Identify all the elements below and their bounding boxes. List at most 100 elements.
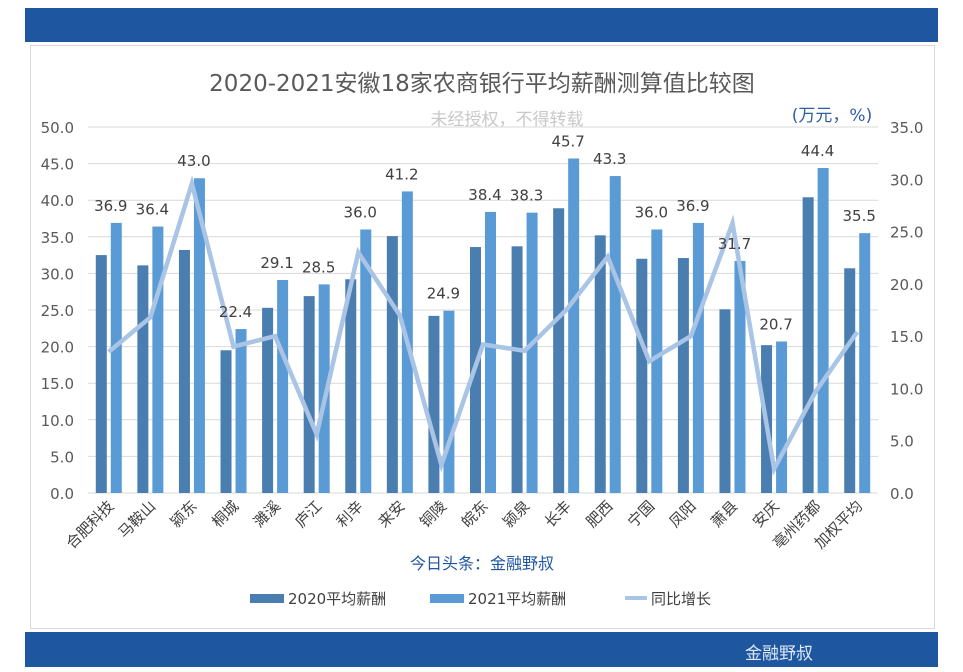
bar-2021 bbox=[277, 279, 289, 493]
watermark: 未经授权，不得转载 bbox=[431, 110, 584, 130]
y-left-tick-label: 50.0 bbox=[41, 119, 74, 137]
bar-2021 bbox=[609, 176, 621, 493]
bar-2021 bbox=[817, 167, 829, 493]
data-label-2021: 36.9 bbox=[94, 197, 127, 215]
x-tick-label: 濉溪 bbox=[250, 497, 284, 531]
legend-swatch bbox=[430, 594, 464, 603]
y-right-tick-label: 10.0 bbox=[890, 380, 923, 398]
bar-2021 bbox=[526, 212, 538, 494]
bar-2021 bbox=[692, 222, 704, 493]
bar-2020 bbox=[844, 268, 856, 493]
x-tick-label: 长丰 bbox=[541, 497, 575, 531]
y-left-tick-label: 45.0 bbox=[41, 156, 74, 174]
bottom-banner: 金融野叔 bbox=[25, 632, 938, 667]
bar-2020 bbox=[345, 279, 357, 493]
y-left-tick-label: 25.0 bbox=[41, 302, 74, 320]
top-banner bbox=[25, 8, 938, 42]
data-label-2021: 28.5 bbox=[302, 258, 335, 276]
x-tick-label: 合肥科技 bbox=[62, 497, 117, 552]
y-left-tick-label: 20.0 bbox=[41, 339, 74, 357]
bar-2021 bbox=[360, 229, 372, 494]
data-label-2021: 38.3 bbox=[510, 187, 543, 205]
bar-2020 bbox=[802, 197, 814, 493]
y-right-tick-label: 20.0 bbox=[890, 276, 923, 294]
y-right-tick-label: 25.0 bbox=[890, 224, 923, 242]
x-tick-label: 皖东 bbox=[458, 497, 492, 531]
data-label-2021: 35.5 bbox=[843, 207, 876, 225]
y-left-tick-label: 40.0 bbox=[41, 192, 74, 210]
source-label: 今日头条：金融野叔 bbox=[410, 554, 554, 573]
bar-2020 bbox=[428, 315, 440, 493]
legend-swatch bbox=[250, 594, 284, 603]
y-left-tick-label: 15.0 bbox=[41, 375, 74, 393]
data-label-2021: 36.0 bbox=[344, 203, 377, 221]
bar-2020 bbox=[262, 307, 274, 493]
legend-label: 2020平均薪酬 bbox=[288, 590, 386, 608]
bar-2021 bbox=[318, 284, 330, 493]
bar-2020 bbox=[594, 235, 606, 493]
data-label-2021: 38.4 bbox=[468, 186, 501, 204]
bar-2021 bbox=[152, 226, 164, 493]
bar-2021 bbox=[443, 310, 455, 493]
y-left-tick-label: 10.0 bbox=[41, 412, 74, 430]
bar-2021 bbox=[235, 329, 247, 493]
data-label-2021: 29.1 bbox=[260, 254, 293, 272]
y-left-tick-label: 30.0 bbox=[41, 265, 74, 283]
x-tick-label: 宁国 bbox=[624, 497, 658, 531]
data-label-2021: 44.4 bbox=[801, 142, 834, 160]
data-label-2021: 43.0 bbox=[177, 152, 210, 170]
bar-2020 bbox=[220, 350, 232, 493]
bar-2020 bbox=[677, 258, 689, 493]
bar-2020 bbox=[386, 236, 398, 493]
data-label-2021: 43.3 bbox=[593, 150, 626, 168]
x-tick-label: 颍东 bbox=[167, 497, 201, 531]
x-tick-label: 马鞍山 bbox=[115, 497, 160, 542]
data-label-2021: 41.2 bbox=[385, 165, 418, 183]
chart-frame bbox=[30, 45, 935, 629]
data-label-2021: 45.7 bbox=[551, 132, 584, 150]
bar-2021 bbox=[193, 178, 205, 494]
data-label-2021: 31.7 bbox=[718, 235, 751, 253]
x-tick-label: 来安 bbox=[375, 497, 409, 531]
bar-2020 bbox=[137, 265, 149, 493]
bar-2020 bbox=[636, 258, 648, 493]
y-left-tick-label: 35.0 bbox=[41, 229, 74, 247]
bar-2021 bbox=[734, 260, 746, 493]
y-left-tick-label: 5.0 bbox=[50, 448, 74, 466]
data-label-2021: 36.4 bbox=[136, 201, 169, 219]
data-label-2021: 36.0 bbox=[635, 203, 668, 221]
y-right-tick-label: 30.0 bbox=[890, 171, 923, 189]
legend-label: 2021平均薪酬 bbox=[468, 590, 566, 608]
x-tick-label: 萧县 bbox=[707, 497, 741, 531]
bar-2021 bbox=[568, 158, 580, 493]
bar-2021 bbox=[776, 341, 788, 493]
bar-2020 bbox=[553, 208, 565, 493]
data-label-2021: 36.9 bbox=[676, 197, 709, 215]
x-tick-label: 凤阳 bbox=[666, 497, 700, 531]
bar-2021 bbox=[859, 233, 871, 493]
bar-2021 bbox=[110, 222, 122, 493]
x-tick-label: 铜陵 bbox=[416, 497, 450, 531]
x-tick-label: 颍泉 bbox=[499, 497, 533, 531]
bar-2021 bbox=[651, 229, 663, 494]
x-tick-label: 桐城 bbox=[208, 497, 242, 531]
x-tick-label: 安庆 bbox=[749, 497, 783, 531]
unit-label: (万元，%) bbox=[792, 106, 872, 126]
y-right-tick-label: 15.0 bbox=[890, 328, 923, 346]
y-right-tick-label: 0.0 bbox=[890, 485, 914, 503]
chart-title: 2020-2021安徽18家农商银行平均薪酬测算值比较图 bbox=[209, 71, 755, 97]
bar-2021 bbox=[485, 211, 496, 494]
bar-2020 bbox=[719, 309, 731, 493]
x-tick-label: 肥西 bbox=[583, 497, 617, 531]
y-left-tick-label: 0.0 bbox=[50, 485, 74, 503]
bar-2020 bbox=[178, 249, 190, 493]
y-right-tick-label: 35.0 bbox=[890, 119, 923, 137]
footer-brand: 金融野叔 bbox=[745, 644, 813, 664]
legend-label: 同比增长 bbox=[651, 590, 711, 608]
data-label-2021: 24.9 bbox=[427, 285, 460, 303]
data-label-2021: 22.4 bbox=[219, 303, 252, 321]
x-tick-label: 利辛 bbox=[333, 497, 367, 531]
bar-2020 bbox=[511, 246, 523, 493]
x-tick-label: 庐江 bbox=[292, 497, 326, 531]
